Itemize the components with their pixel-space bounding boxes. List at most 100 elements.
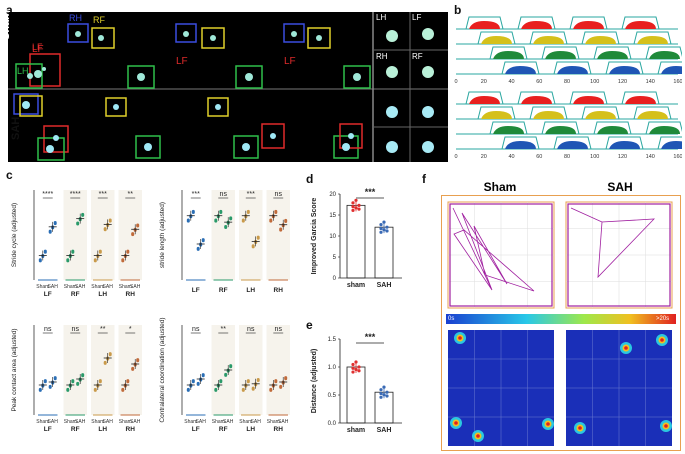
sig-label: **** [42,191,53,198]
data-point [229,216,233,220]
gait-tick-bottom: 140 [646,154,655,160]
gait-stance-lh [545,51,576,59]
data-point [191,379,195,383]
bar [374,226,394,279]
gait-stance-lh [493,126,524,134]
sub-label-sah: SAH [130,419,141,425]
heat-spot-peak [546,422,550,426]
sub-label-sham: Sham [64,284,77,290]
gait-stance-lh [597,51,628,59]
gait-outline-rh [501,61,540,75]
gait-stance-rh [505,141,536,149]
sah-paw-prints [22,101,354,153]
panel-f-title-sham: Sham [483,180,517,194]
data-point [43,379,47,383]
y-axis-label: Improved Garcia Score [311,198,318,275]
gait-stance-rh [661,66,682,74]
data-point [131,366,135,370]
group-label: LF [192,287,200,294]
panel-b-gait: 0 20 40 60 80 100 120 140 160 0 20 40 60 80 100 120 140 1… [454,16,682,160]
colorbar [446,314,676,324]
data-point [379,226,383,231]
data-point [219,209,223,213]
sub-label-sham: Sham [212,419,225,425]
gait-outline-lf [569,16,608,30]
sig-label: ** [221,326,227,333]
x-tick-label: sham [347,282,365,289]
gait-outline-lh [645,46,682,60]
gait-stance-rh [557,66,588,74]
heat-spot-peak [660,338,664,342]
data-point [66,387,70,391]
sub-label-sah: SAH [130,284,141,290]
data-point [256,235,260,239]
data-point [351,208,355,212]
group-label: RH [274,287,284,294]
y-axis-label: Stride cycle (adjusted) [11,203,18,267]
data-point [246,209,250,213]
y-axis-label: Contralateral coordination (adjusted) [159,317,166,422]
data-point [385,229,389,233]
group-label: RF [219,287,228,294]
data-point [241,387,245,391]
gait-stance-lh [545,126,576,134]
data-point [136,358,140,362]
panel-a-footprints: LF LF LF [8,12,448,162]
data-point [385,390,389,394]
data-point [246,379,250,383]
sig-label: *** [365,332,376,342]
data-point [241,218,245,222]
data-point [93,258,97,262]
gait-stance-lf [625,96,656,104]
data-point [186,387,190,391]
data-point [71,249,75,253]
x-tick-label: SAH [377,427,392,434]
data-point [279,384,283,388]
data-point [379,230,383,234]
sub-label-sham: Sham [91,284,104,290]
group-label: LH [98,426,107,433]
gait-stance-rf [533,111,564,119]
sig-label: ns [220,191,228,198]
gait-outline-rf [581,106,620,120]
group-label: RH [126,291,136,298]
group-bg [211,190,235,280]
data-point [379,388,383,392]
gait-outline-lf [517,91,556,105]
gait-stance-rf [637,111,668,119]
gait-tick-top: 0 [454,79,457,85]
svg-text:LF: LF [176,56,188,67]
gait-tick-bottom: 120 [618,154,627,160]
bar [346,204,366,279]
chart-c1: Stride cycle (adjusted)****ShamSAHLF****… [11,190,142,298]
thumb-label-rf: RF [412,52,423,61]
sham-paw-prints [27,31,361,81]
svg-text:LF: LF [32,44,44,55]
sub-label-sah: SAH [103,284,114,290]
gait-stance-rf [585,36,616,44]
data-point [357,365,361,369]
chart-d: 0 5 10 15 20 Improved Garcia Score sham SAH *** [311,187,402,289]
data-point [274,379,278,383]
data-point [76,381,80,385]
data-point [284,376,288,380]
track-sham-edge [449,203,553,307]
gait-tick-bottom: 20 [481,154,487,160]
paw-label-lh: LH [17,66,29,76]
data-point [251,244,255,248]
data-point [103,227,107,231]
heat-spot-peak [454,421,458,425]
chart-e: 0.0 0.5 1.0 1.5 Distance (adjusted) sham SAH **… [311,332,402,434]
group-label: LF [44,291,52,298]
gait-outline-rf [477,31,516,45]
gait-outline-lh [593,121,632,135]
sig-label: *** [247,191,255,198]
data-point [38,387,42,391]
data-point [81,373,85,377]
sub-label-sham: Sham [184,419,197,425]
x-tick-label: SAH [377,282,392,289]
sig-label: ** [100,326,106,333]
sub-label-sah: SAH [251,419,262,425]
gait-tick-top: 100 [590,79,599,85]
sub-label-sham: Sham [239,419,252,425]
